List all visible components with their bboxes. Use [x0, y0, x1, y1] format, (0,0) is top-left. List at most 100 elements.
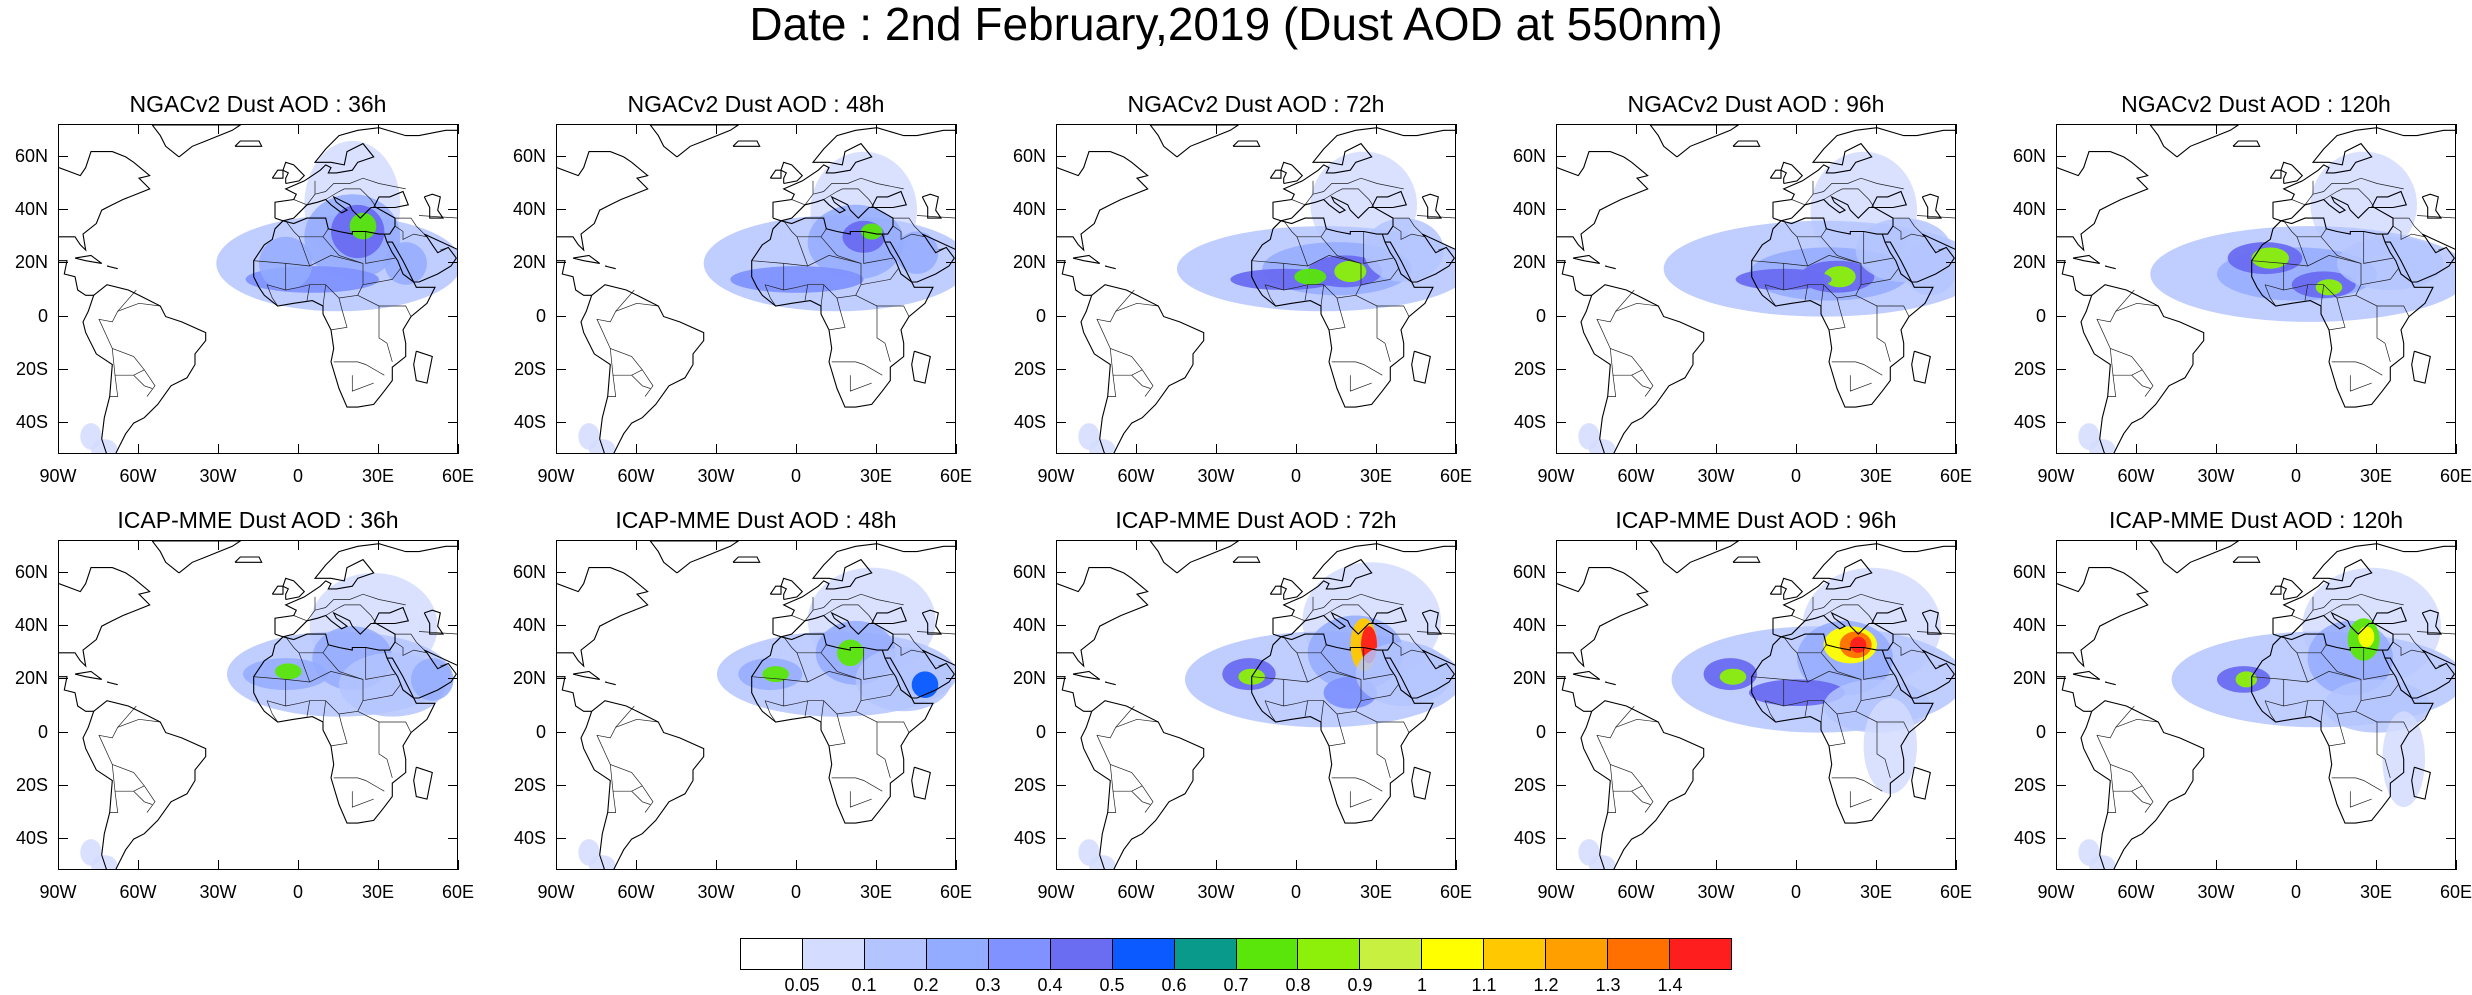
latitude-tick — [2056, 625, 2066, 627]
country-border — [1392, 641, 1426, 656]
coastline — [2232, 140, 2261, 147]
coastline — [572, 670, 601, 680]
coastline — [1780, 577, 1804, 601]
coastline — [1751, 217, 1934, 408]
latitude-label: 40N — [1512, 199, 1546, 220]
coastline — [82, 700, 207, 869]
coastline — [1885, 649, 1955, 699]
country-border — [2360, 268, 2399, 286]
longitude-tick — [1056, 444, 1057, 454]
longitude-label: 30W — [199, 466, 237, 486]
colorbar-label: 0.2 — [913, 975, 939, 995]
latitude-tick — [1056, 422, 1066, 424]
latitude-tick — [448, 678, 458, 680]
longitude-tick — [1136, 124, 1137, 134]
country-border — [2416, 631, 2455, 635]
coastline — [1104, 265, 1116, 270]
country-border — [2328, 713, 2346, 747]
latitude-label: 20N — [14, 668, 48, 689]
country-border — [1820, 652, 1862, 680]
latitude-label: 20N — [1012, 668, 1046, 689]
longitude-tick — [1456, 540, 1457, 550]
coastline — [1649, 125, 1740, 158]
colorbar-swatch — [1174, 939, 1237, 969]
latitude-label: 40N — [14, 199, 48, 220]
coastline — [59, 567, 151, 668]
coastline — [1732, 140, 1761, 147]
coastline — [234, 140, 263, 147]
country-border — [1849, 375, 1872, 392]
country-border — [1363, 647, 1394, 680]
longitude-tick — [458, 540, 459, 550]
latitude-tick — [556, 838, 566, 840]
coastline — [423, 609, 445, 635]
map-canvas — [557, 541, 955, 869]
latitude-label: 60N — [14, 145, 48, 166]
latitude-tick — [448, 315, 458, 317]
longitude-tick — [458, 124, 459, 134]
latitude-label: 20S — [15, 774, 48, 795]
latitude-tick — [58, 838, 68, 840]
latitude-label: 40N — [512, 199, 546, 220]
longitude-tick — [876, 860, 877, 870]
longitude-tick — [2296, 540, 2297, 550]
figure-title: Date : 2nd February,2019 (Dust AOD at 55… — [749, 0, 1723, 50]
dust-aod-map — [1556, 124, 1956, 454]
country-border — [615, 302, 659, 312]
country-border — [1607, 375, 1617, 397]
dust-aod-contour — [1363, 218, 1444, 282]
country-border — [1349, 791, 1372, 808]
country-border — [298, 236, 311, 267]
longitude-label: 90W — [1037, 882, 1075, 902]
latitude-label: 40N — [1512, 615, 1546, 636]
longitude-tick — [636, 860, 637, 870]
longitude-tick — [58, 124, 59, 134]
longitude-label: 0 — [1290, 882, 1301, 902]
longitude-label: 60W — [617, 466, 655, 486]
latitude-label: 20N — [512, 252, 546, 273]
country-border — [1796, 652, 1809, 683]
country-border — [1264, 700, 1276, 723]
coastline — [1080, 700, 1205, 869]
latitude-tick — [2056, 422, 2066, 424]
country-border — [351, 375, 374, 392]
country-border — [117, 718, 161, 728]
coastline — [1580, 700, 1705, 869]
latitude-label: 20N — [1512, 668, 1546, 689]
longitude-tick — [796, 444, 797, 454]
country-border — [607, 791, 617, 813]
longitude-label: 30E — [361, 882, 395, 902]
coastline — [2251, 217, 2434, 408]
country-border — [330, 297, 348, 331]
coastline — [2149, 541, 2240, 574]
latitude-tick — [2056, 678, 2066, 680]
longitude-label: 60E — [441, 882, 475, 902]
coastline — [274, 127, 457, 219]
country-border — [109, 791, 119, 813]
country-border — [855, 294, 910, 317]
coastline — [82, 284, 207, 453]
latitude-tick — [1446, 678, 1456, 680]
country-border — [330, 713, 348, 747]
latitude-tick — [556, 209, 566, 211]
longitude-tick — [1376, 124, 1377, 134]
country-border — [1376, 722, 1391, 778]
longitude-tick — [1136, 444, 1137, 454]
dust-aod-contour — [384, 242, 428, 285]
longitude-label: 90W — [1537, 466, 1575, 486]
latitude-label: 20S — [1013, 358, 1046, 379]
longitude-tick — [1716, 540, 1717, 550]
longitude-tick — [716, 124, 717, 134]
country-border — [117, 302, 161, 312]
latitude-tick — [1446, 731, 1456, 733]
dust-aod-contour — [411, 658, 454, 701]
longitude-tick — [1636, 444, 1637, 454]
latitude-tick — [1056, 262, 1066, 264]
country-border — [863, 231, 894, 264]
latitude-tick — [2446, 678, 2456, 680]
longitude-label: 30W — [697, 882, 735, 902]
country-border — [1764, 284, 1776, 307]
coastline — [1557, 676, 1592, 712]
dust-plume-layer — [1578, 567, 1955, 869]
dust-aod-map — [1556, 540, 1956, 870]
